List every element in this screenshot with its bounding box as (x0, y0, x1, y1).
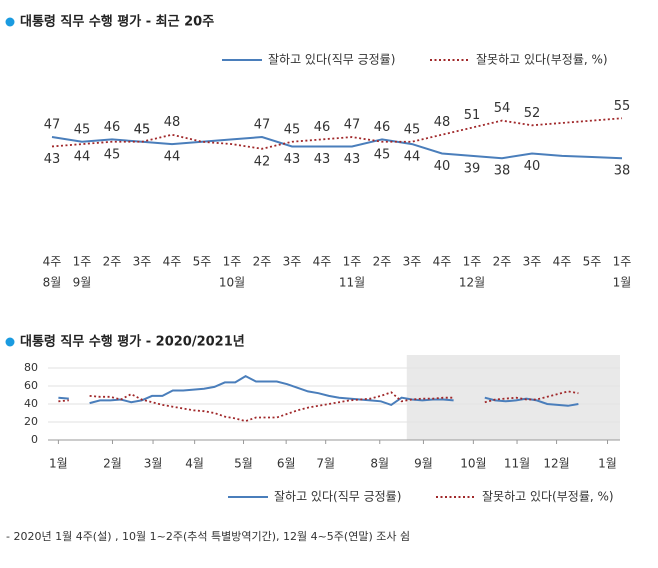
legend-label: 잘못하고 있다(부정률, %) (476, 53, 608, 67)
x-tick-label: 1주 (343, 255, 362, 269)
x-tick-label: 4주 (553, 255, 572, 269)
data-label: 51 (464, 108, 481, 123)
title-dot (5, 17, 15, 27)
data-label: 47 (254, 118, 271, 133)
data-label: 43 (314, 152, 331, 167)
x-tick-label: 4주 (313, 255, 332, 269)
y-tick-label: 80 (24, 361, 38, 374)
data-label: 44 (164, 150, 181, 165)
x-tick-label: 5주 (583, 255, 602, 269)
highlight-band (406, 355, 620, 440)
x-tick-label: 9월 (414, 457, 433, 471)
data-label: 46 (314, 120, 331, 135)
x-tick-label: 3주 (403, 255, 422, 269)
y-tick-label: 60 (24, 379, 38, 392)
legend-label: 잘하고 있다(직무 긍정률) (274, 490, 401, 504)
data-label: 38 (494, 164, 511, 179)
x-tick-label: 12월 (459, 276, 485, 290)
x-tick-label: 1주 (463, 255, 482, 269)
x-tick-label: 1주 (73, 255, 92, 269)
legend-label: 잘하고 있다(직무 긍정률) (268, 53, 395, 67)
series-line (51, 117, 623, 150)
data-label: 48 (434, 115, 451, 130)
data-label: 55 (614, 99, 631, 114)
data-label: 38 (614, 164, 631, 179)
data-label: 47 (344, 118, 361, 133)
y-tick-label: 0 (31, 433, 38, 446)
data-label: 48 (164, 115, 181, 130)
data-label: 40 (434, 159, 451, 174)
x-tick-label: 4주 (43, 255, 62, 269)
series-line (51, 136, 623, 160)
x-tick-label: 10월 (460, 457, 486, 471)
x-tick-label: 4월 (185, 457, 204, 471)
x-tick-label: 8월 (43, 276, 62, 290)
data-label: 45 (134, 122, 151, 137)
x-tick-label: 11월 (339, 276, 365, 290)
data-label: 45 (104, 147, 121, 162)
x-tick-label: 1주 (223, 255, 242, 269)
title-dot (5, 337, 15, 347)
data-label: 45 (404, 122, 421, 137)
x-tick-label: 4주 (163, 255, 182, 269)
data-label: 45 (74, 122, 91, 137)
x-tick-label: 11월 (504, 457, 530, 471)
x-tick-label: 12월 (543, 457, 569, 471)
chart-title: 대통령 직무 수행 평가 - 최근 20주 (20, 14, 214, 30)
x-tick-label: 3월 (144, 457, 163, 471)
data-label: 40 (524, 159, 541, 174)
x-tick-label: 8월 (370, 457, 389, 471)
x-tick-label: 1월 (613, 276, 632, 290)
data-label: 46 (104, 120, 121, 135)
y-tick-label: 20 (24, 415, 38, 428)
x-tick-label: 7월 (316, 457, 335, 471)
footnote: - 2020년 1월 4주(설) , 10월 1~2주(추석 특별방역기간), … (6, 530, 410, 543)
data-label: 45 (284, 122, 301, 137)
data-label: 39 (464, 161, 481, 176)
x-tick-label: 3주 (133, 255, 152, 269)
x-tick-label: 2주 (253, 255, 272, 269)
x-tick-label: 5주 (193, 255, 212, 269)
x-tick-label: 1월 (598, 457, 617, 471)
data-label: 54 (494, 101, 511, 116)
x-tick-label: 4주 (433, 255, 452, 269)
chart-title: 대통령 직무 수행 평가 - 2020/2021년 (20, 334, 245, 350)
x-tick-label: 5월 (234, 457, 253, 471)
legend-label: 잘못하고 있다(부정률, %) (482, 490, 614, 504)
x-tick-label: 6월 (277, 457, 296, 471)
x-tick-label: 1주 (613, 255, 632, 269)
x-tick-label: 2주 (373, 255, 392, 269)
data-label: 43 (284, 152, 301, 167)
x-tick-label: 2주 (493, 255, 512, 269)
y-tick-label: 40 (24, 397, 38, 410)
x-tick-label: 2월 (103, 457, 122, 471)
x-tick-label: 1월 (49, 457, 68, 471)
data-label: 43 (344, 152, 361, 167)
x-tick-label: 3주 (283, 255, 302, 269)
x-tick-label: 2주 (103, 255, 122, 269)
data-label: 47 (44, 118, 61, 133)
data-label: 45 (374, 147, 391, 162)
data-label: 52 (524, 106, 541, 121)
data-label: 42 (254, 154, 271, 169)
data-label: 45 (134, 122, 151, 137)
x-tick-label: 3주 (523, 255, 542, 269)
data-label: 44 (74, 150, 91, 165)
data-label: 44 (404, 150, 421, 165)
data-label: 43 (44, 152, 61, 167)
x-tick-label: 10월 (219, 276, 245, 290)
data-label: 46 (374, 120, 391, 135)
x-tick-label: 9월 (73, 276, 92, 290)
